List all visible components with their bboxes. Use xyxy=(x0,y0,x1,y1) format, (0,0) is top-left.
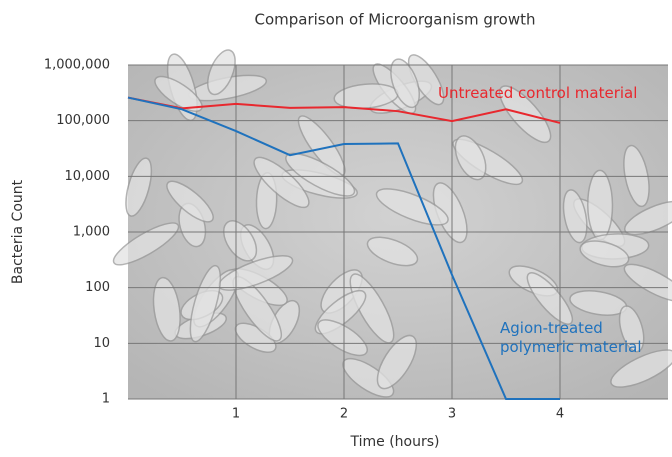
y-axis-label: Bacteria Count xyxy=(10,179,26,284)
y-tick-label: 1,000,000 xyxy=(44,58,110,73)
y-tick-label: 100,000 xyxy=(56,113,110,128)
series-label: Agion-treated polymeric material xyxy=(500,319,670,357)
series-label: Untreated control material xyxy=(438,84,672,103)
y-tick-label: 100 xyxy=(85,280,110,295)
x-axis-label: Time (hours) xyxy=(350,434,440,450)
x-tick-label: 3 xyxy=(448,407,456,422)
chart-title: Comparison of Microorganism growth xyxy=(254,11,535,29)
y-tick-label: 1 xyxy=(102,392,110,407)
x-tick-label: 4 xyxy=(556,407,564,422)
chart-page: Comparison of Microorganism growth Time … xyxy=(0,0,672,457)
chart: Comparison of Microorganism growth Time … xyxy=(0,0,672,457)
y-tick-label: 10 xyxy=(93,336,110,351)
x-tick-label: 1 xyxy=(232,407,240,422)
y-tick-label: 10,000 xyxy=(65,169,111,184)
bacterium xyxy=(588,170,613,239)
x-tick-label: 2 xyxy=(340,407,348,422)
y-tick-label: 1,000 xyxy=(73,225,110,240)
